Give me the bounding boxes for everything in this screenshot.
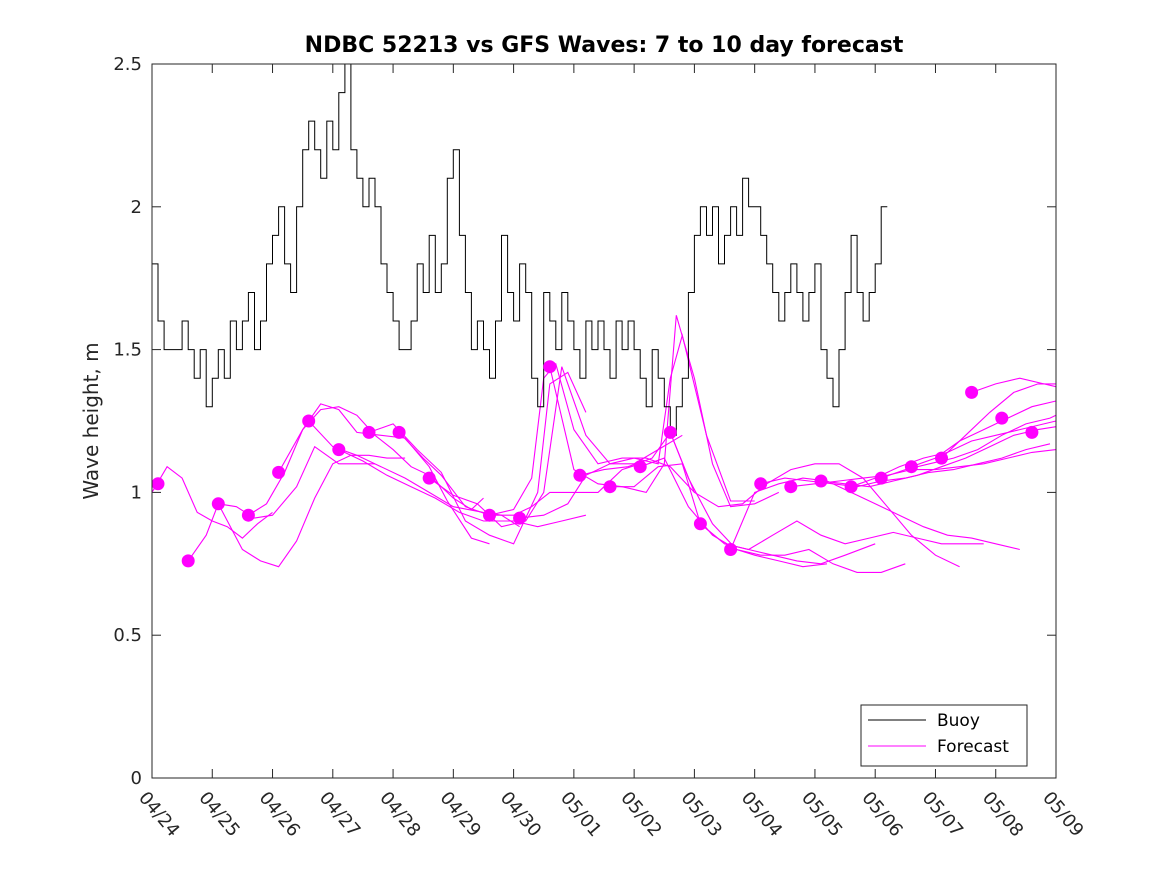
y-axis-label: Wave height, m <box>79 342 103 499</box>
forecast-marker <box>362 425 376 439</box>
y-tick-label: 1.5 <box>113 340 142 361</box>
y-tick-label: 0.5 <box>113 625 142 646</box>
axes-background <box>152 64 1056 778</box>
forecast-run-line <box>579 431 828 568</box>
y-tick-label: 2.5 <box>113 54 142 75</box>
forecast-run-line <box>549 315 780 508</box>
forecast-marker <box>573 468 587 482</box>
forecast-marker <box>754 477 768 491</box>
y-tick-label: 1 <box>131 482 142 503</box>
forecast-marker <box>724 543 738 556</box>
forecast-run-line <box>640 457 906 573</box>
forecast-marker <box>422 471 436 485</box>
forecast-run-line <box>338 449 587 528</box>
forecast-marker <box>272 465 286 479</box>
legend-box <box>860 704 1028 767</box>
y-tick-label: 2 <box>131 197 142 218</box>
forecast-marker <box>211 497 225 511</box>
forecast-marker <box>844 480 858 494</box>
legend: Buoy Forecast <box>860 704 1028 767</box>
forecast-marker <box>181 554 195 568</box>
chart-title: NDBC 52213 vs GFS Waves: 7 to 10 day for… <box>305 33 904 58</box>
forecast-marker <box>1025 425 1039 439</box>
forecast-run-line <box>820 426 1057 488</box>
forecast-run-line <box>669 432 960 568</box>
forecast-run-line <box>217 454 406 568</box>
legend-forecast-label: Forecast <box>937 737 1009 757</box>
forecast-marker <box>302 414 316 428</box>
forecast-run-line <box>278 403 490 545</box>
forecast-run-line <box>790 449 1057 488</box>
legend-buoy-label: Buoy <box>937 711 980 731</box>
forecast-marker <box>693 517 707 531</box>
axes-box <box>151 63 1057 779</box>
forecast-marker <box>965 385 979 399</box>
forecast-marker <box>663 425 677 439</box>
y-tick-label: 0 <box>131 768 142 789</box>
forecast-run-line <box>971 377 1057 393</box>
forecast-run-line <box>187 445 375 562</box>
forecast-marker <box>814 474 828 488</box>
y-axis: 0 0.5 1 1.5 2 2.5 <box>113 54 1056 789</box>
forecast-marker <box>874 471 888 485</box>
forecast-marker <box>784 480 798 494</box>
forecast-run-line <box>368 371 587 545</box>
forecast-run-line <box>730 477 1020 551</box>
forecast-marker <box>904 460 918 474</box>
forecast-marker <box>543 360 557 374</box>
forecast-marker <box>633 460 647 474</box>
forecast-run-line <box>519 333 755 519</box>
forecast-marker <box>995 411 1009 425</box>
forecast-run-line <box>248 406 484 516</box>
forecast-marker <box>935 451 948 465</box>
forecast-marker <box>332 443 346 457</box>
forecast-marker <box>483 508 496 522</box>
forecast-marker <box>241 508 255 522</box>
forecast-run-line <box>398 432 641 516</box>
forecast-marker <box>151 477 165 491</box>
series-layer <box>151 63 1057 573</box>
buoy-series-line <box>152 63 888 436</box>
forecast-run-line <box>489 362 695 516</box>
forecast-run-line <box>941 383 1056 459</box>
forecast-run-line <box>700 520 984 551</box>
forecast-marker <box>392 425 406 439</box>
forecast-marker <box>603 480 617 494</box>
forecast-run-line <box>151 465 273 539</box>
forecast-marker <box>513 511 527 525</box>
plot-area <box>152 64 1056 778</box>
